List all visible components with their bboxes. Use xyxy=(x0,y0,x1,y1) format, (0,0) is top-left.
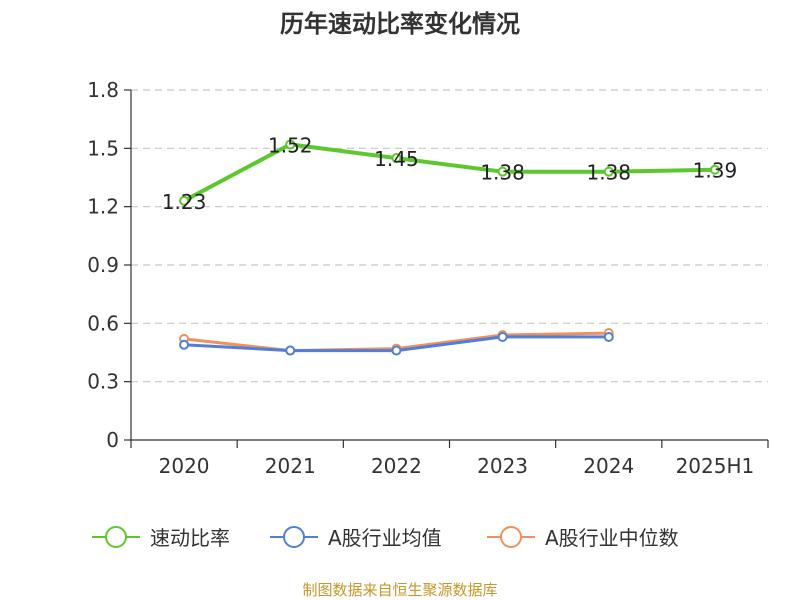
y-tick-label-2: 0.6 xyxy=(87,311,119,335)
series-0-point-1 xyxy=(285,139,296,150)
x-tick-label-3: 2023 xyxy=(477,454,528,478)
series-1-point-1 xyxy=(285,345,296,356)
series-0-point-0 xyxy=(179,195,190,206)
x-tick-label-4: 2024 xyxy=(583,454,634,478)
series-1-point-2 xyxy=(391,345,402,356)
y-tick-label-0: 0 xyxy=(106,428,119,452)
series-0-point-5 xyxy=(709,164,720,175)
chart-title: 历年速动比率变化情况 xyxy=(280,10,520,38)
series-1-point-3 xyxy=(497,331,508,342)
label-layer: 1.23 1.52 1.45 1.38 1.38 1.39 xyxy=(162,133,737,213)
series-1-point-0 xyxy=(179,339,190,350)
legend-marker-2 xyxy=(500,526,522,548)
x-tick-label-1: 2021 xyxy=(265,454,316,478)
series-layer xyxy=(179,139,720,356)
legend: 速动比率 A股行业均值 A股行业中位数 xyxy=(92,526,679,550)
data-label-2: 1.45 xyxy=(374,147,419,171)
legend-marker-1 xyxy=(283,526,305,548)
y-tick-label-5: 1.5 xyxy=(87,136,119,160)
y-tick-label-1: 0.3 xyxy=(87,370,119,394)
legend-label-0: 速动比率 xyxy=(150,526,230,550)
axis-layer: 0 0.3 0.6 0.9 1.2 1.5 1.8 2020 2021 2022 2023 2024 2… xyxy=(87,78,769,478)
x-tick-label-2: 2022 xyxy=(371,454,422,478)
series-0-point-4 xyxy=(603,166,614,177)
series-0-point-2 xyxy=(391,153,402,164)
source-note: 制图数据来自恒生聚源数据库 xyxy=(302,581,497,599)
data-label-0: 1.23 xyxy=(162,190,207,214)
series-line-0 xyxy=(182,142,717,203)
y-tick-label-4: 1.2 xyxy=(87,195,119,219)
data-label-1: 1.52 xyxy=(268,133,313,157)
x-tick-label-0: 2020 xyxy=(159,454,210,478)
series-1-point-4 xyxy=(603,331,614,342)
legend-marker-0 xyxy=(105,526,127,548)
x-tick-label-5: 2025H1 xyxy=(676,454,755,478)
data-label-5: 1.39 xyxy=(693,159,738,183)
data-label-3: 1.38 xyxy=(480,161,525,185)
series-0-point-3 xyxy=(497,166,508,177)
y-tick-label-6: 1.8 xyxy=(87,78,119,102)
legend-label-1: A股行业均值 xyxy=(328,526,442,550)
y-tick-label-3: 0.9 xyxy=(87,253,119,277)
data-label-4: 1.38 xyxy=(586,161,631,185)
grid-layer xyxy=(131,89,768,383)
legend-label-2: A股行业中位数 xyxy=(545,526,679,550)
